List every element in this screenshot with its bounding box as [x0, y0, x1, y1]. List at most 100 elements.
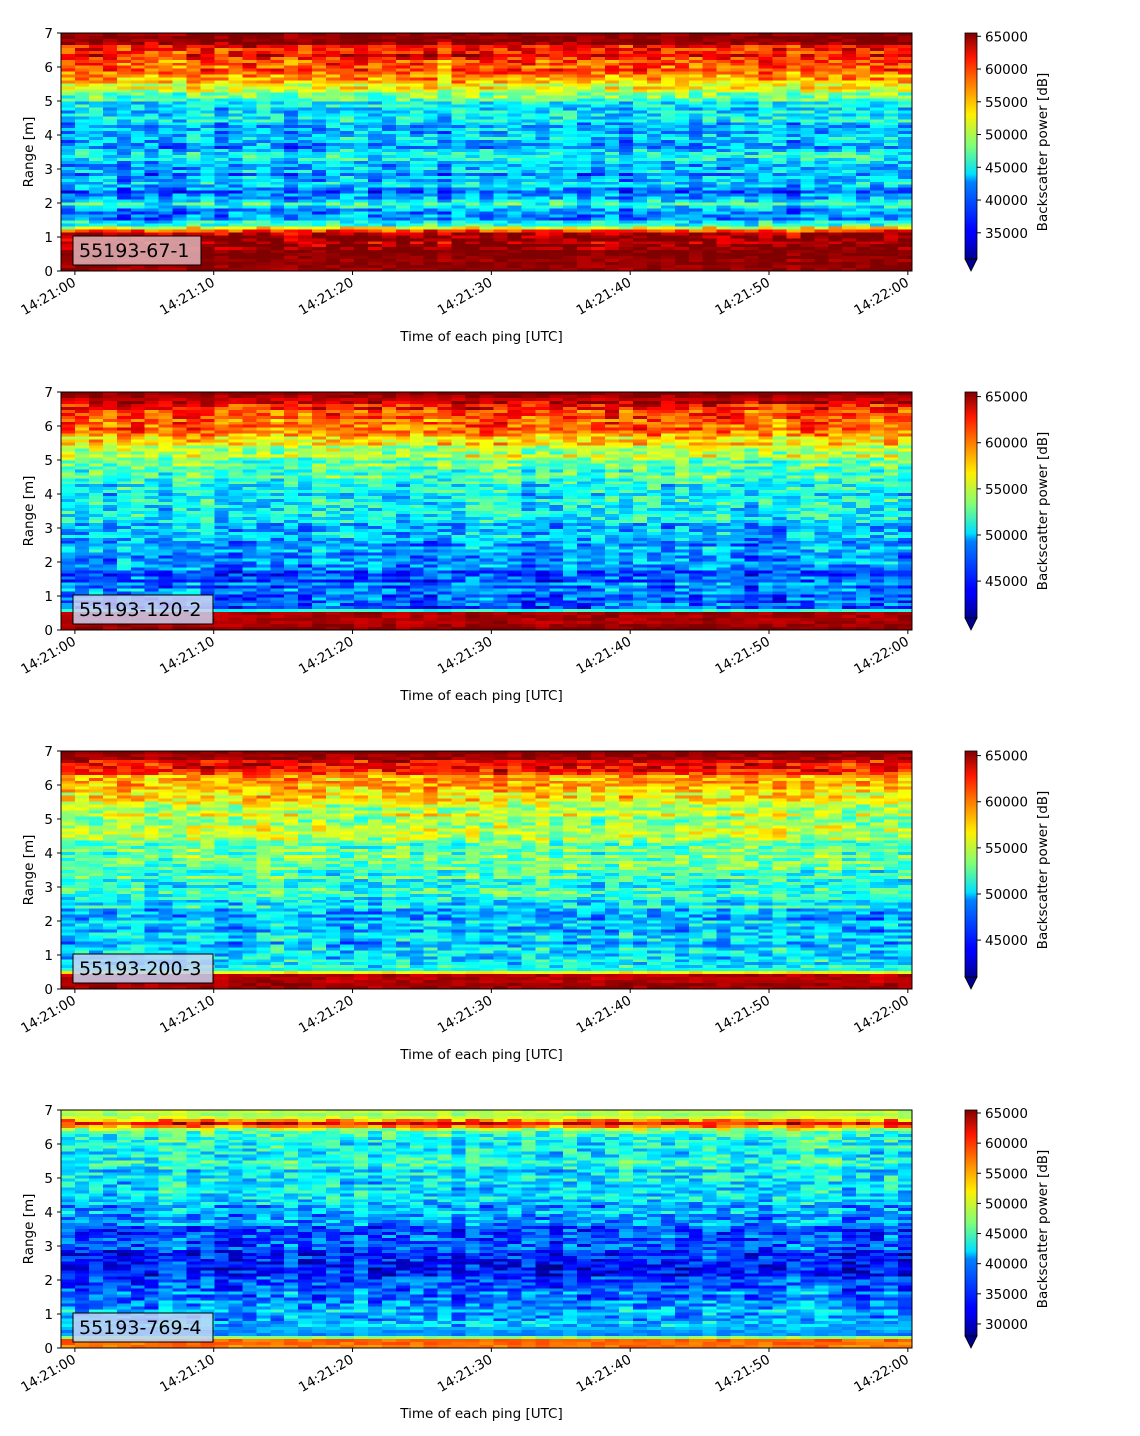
x-tick-label: 14:21:50: [712, 1352, 773, 1396]
colorbar-frame: [964, 750, 978, 978]
y-tick-label: 7: [44, 385, 53, 401]
colorbar: 45000 50000 55000 60000 65000 Backscatter pow…: [964, 390, 1051, 631]
x-tick-label: 14:21:30: [435, 634, 496, 678]
x-tick-label: 14:21:00: [18, 275, 79, 319]
colorbar-tick-label: 35000: [985, 1287, 1028, 1303]
colorbar-extend-arrow: [964, 1335, 978, 1349]
y-tick-label: 3: [44, 880, 53, 896]
colorbar-tick-label: 60000: [985, 1136, 1028, 1152]
x-tick-label: 14:21:00: [18, 1352, 79, 1396]
colorbar-tick-label: 40000: [985, 193, 1028, 209]
y-tick-label: 6: [44, 778, 53, 794]
y-tick-label: 3: [44, 521, 53, 537]
colorbar: 35000 40000 45000 50000 55000 60000 65000 Backs…: [964, 29, 1051, 272]
colorbar: 30000 35000 40000 45000 50000 55000 60000 65000…: [964, 1106, 1051, 1349]
y-tick-label: 4: [44, 128, 53, 144]
colorbar-tick-label: 40000: [985, 1257, 1028, 1273]
y-tick-label: 2: [44, 914, 53, 930]
colorbar-tick-label: 60000: [985, 62, 1028, 78]
y-tick-label: 5: [44, 94, 53, 110]
y-tick-label: 0: [44, 982, 53, 998]
y-tick-label: 2: [44, 1273, 53, 1289]
sample-label: 55193-200-3: [79, 958, 202, 980]
y-tick-label: 1: [44, 948, 53, 964]
y-tick-label: 7: [44, 26, 53, 42]
y-tick-label: 2: [44, 196, 53, 212]
heatmap-image: [61, 33, 912, 271]
sample-label-box: [72, 953, 214, 984]
sample-label-box: [72, 594, 214, 625]
colorbar-tick-label: 60000: [985, 436, 1028, 452]
y-tick-label: 5: [44, 1171, 53, 1187]
y-tick-label: 4: [44, 487, 53, 503]
y-axis-label: Range [m]: [21, 476, 37, 547]
y-tick-label: 4: [44, 1205, 53, 1221]
x-tick-label: 14:21:40: [574, 634, 635, 678]
x-tick-label: 14:21:30: [435, 1352, 496, 1396]
x-tick-label: 14:21:40: [574, 275, 635, 319]
y-tick-label: 1: [44, 589, 53, 605]
axes-frame: [60, 1109, 913, 1349]
y-tick-label: 3: [44, 1239, 53, 1255]
x-tick-label: 14:21:10: [157, 634, 218, 678]
x-tick-label: 14:21:40: [574, 1352, 635, 1396]
y-tick-label: 6: [44, 1137, 53, 1153]
x-axis-label: Time of each ping [UTC]: [399, 329, 563, 345]
x-axis-label: Time of each ping [UTC]: [399, 1047, 563, 1063]
y-tick-label: 3: [44, 162, 53, 178]
colorbar-tick-label: 65000: [985, 749, 1028, 765]
x-tick-label: 14:21:10: [157, 1352, 218, 1396]
x-tick-label: 14:21:20: [296, 1352, 357, 1396]
colorbar-tick-label: 65000: [985, 390, 1028, 406]
y-tick-label: 0: [44, 1341, 53, 1357]
heatmap-image: [61, 751, 912, 989]
panel-4: 0 1 2 3 4 5 6 7 14:21:00 14:21:10 14:21:20 14:21:30…: [18, 1103, 1051, 1422]
x-tick-label: 14:21:50: [712, 634, 773, 678]
colorbar-label: Backscatter power [dB]: [1035, 432, 1051, 591]
colorbar: 45000 50000 55000 60000 65000 Backscatter pow…: [964, 749, 1051, 990]
sample-label-box: [72, 1312, 214, 1343]
x-tick-label: 14:21:50: [712, 275, 773, 319]
y-tick-label: 6: [44, 60, 53, 76]
x-tick-label: 14:21:20: [296, 634, 357, 678]
colorbar-frame: [964, 32, 978, 260]
colorbar-extend-arrow: [964, 976, 978, 990]
heatmap-image: [61, 1110, 912, 1348]
y-axis-label: Range [m]: [21, 1194, 37, 1265]
x-tick-label: 14:21:20: [296, 275, 357, 319]
colorbar-tick-label: 35000: [985, 226, 1028, 242]
sample-label-box: [72, 235, 202, 266]
colorbar-tick-label: 50000: [985, 887, 1028, 903]
colorbar-tick-label: 45000: [985, 1227, 1028, 1243]
colorbar-tick-label: 45000: [985, 574, 1028, 590]
colorbar-tick-label: 55000: [985, 482, 1028, 498]
x-tick-label: 14:21:30: [435, 993, 496, 1037]
panels: 0 1 2 3 4 5 6 7 14:21:00 14:21:10 14:21:20 14:21:30…: [18, 26, 1051, 1422]
x-tick-label: 14:21:30: [435, 275, 496, 319]
y-tick-label: 0: [44, 264, 53, 280]
x-tick-label: 14:22:00: [851, 634, 912, 678]
colorbar-gradient: [965, 751, 977, 977]
panel-2: 0 1 2 3 4 5 6 7 14:21:00 14:21:10 14:21:20 14:21:30…: [18, 385, 1051, 704]
x-tick-label: 14:21:10: [157, 993, 218, 1037]
colorbar-frame: [964, 1109, 978, 1337]
colorbar-tick-label: 55000: [985, 841, 1028, 857]
colorbar-label: Backscatter power [dB]: [1035, 73, 1051, 232]
colorbar-tick-label: 55000: [985, 1166, 1028, 1182]
heatmap-image: [61, 392, 912, 630]
x-tick-label: 14:22:00: [851, 1352, 912, 1396]
x-tick-label: 14:21:00: [18, 993, 79, 1037]
colorbar-tick-label: 45000: [985, 160, 1028, 176]
colorbar-tick-label: 50000: [985, 128, 1028, 144]
axes-frame: [60, 391, 913, 631]
x-tick-label: 14:22:00: [851, 993, 912, 1037]
x-tick-label: 14:21:00: [18, 634, 79, 678]
y-tick-label: 5: [44, 453, 53, 469]
panel-1: 0 1 2 3 4 5 6 7 14:21:00 14:21:10 14:21:20 14:21:30…: [18, 26, 1051, 345]
colorbar-extend-arrow: [964, 258, 978, 272]
sample-label: 55193-769-4: [79, 1317, 202, 1339]
colorbar-label: Backscatter power [dB]: [1035, 791, 1051, 950]
colorbar-tick-label: 30000: [985, 1317, 1028, 1333]
axes-frame: [60, 32, 913, 272]
